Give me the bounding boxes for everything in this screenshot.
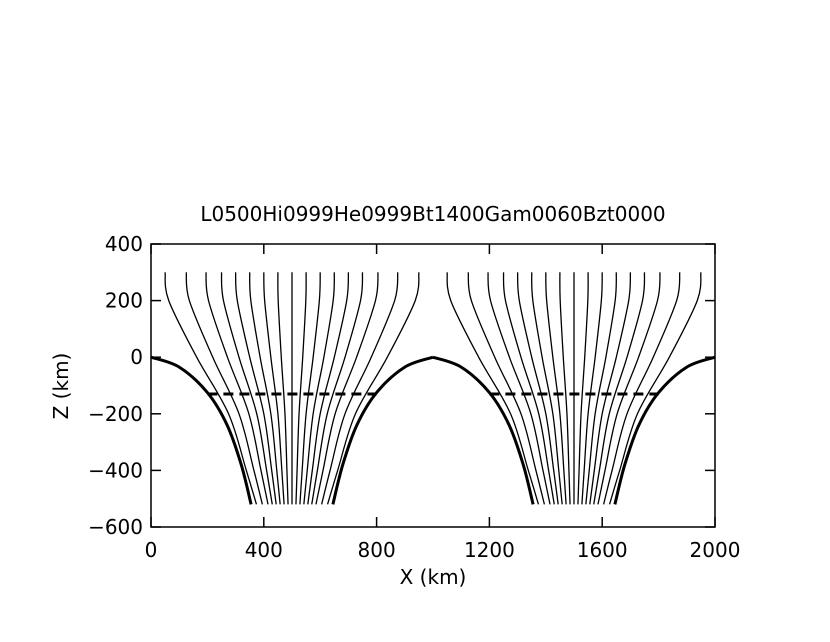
y-tick-label: 400 [105, 232, 143, 256]
x-tick-label: 0 [145, 538, 158, 562]
plot-frame [150, 243, 716, 528]
field-line [531, 272, 563, 505]
field-line [467, 272, 546, 505]
field-line [502, 272, 555, 505]
field-line [249, 272, 281, 505]
y-tick-label: 0 [130, 345, 143, 369]
field-line [315, 272, 379, 505]
field-line [307, 272, 350, 505]
field-line [277, 272, 289, 505]
field-line [516, 272, 559, 505]
field-line [331, 355, 434, 505]
field-line [581, 272, 603, 505]
field-line [299, 272, 321, 505]
field-line [326, 272, 420, 505]
x-tick-label: 1200 [464, 538, 515, 562]
field-line [589, 272, 632, 505]
field-line [234, 272, 277, 505]
y-tick-label: −400 [88, 458, 143, 482]
x-axis-label: X (km) [400, 565, 467, 589]
field-line [150, 355, 253, 505]
x-tick-label: 2000 [690, 538, 741, 562]
field-line [577, 272, 589, 505]
x-tick-label: 1600 [577, 538, 628, 562]
field-line [205, 272, 269, 505]
field-line [545, 272, 567, 505]
x-tick-label: 400 [245, 538, 283, 562]
x-tick-label: 800 [358, 538, 396, 562]
field-line [597, 272, 661, 505]
y-tick-label: −200 [88, 402, 143, 426]
field-line [263, 272, 285, 505]
field-line [613, 355, 716, 505]
chart-title: L0500Hi0999He0999Bt1400Gam0060Bzt0000 [200, 202, 665, 226]
field-line [295, 272, 307, 505]
field-line [446, 272, 540, 505]
field-line [320, 272, 399, 505]
field-line [585, 272, 617, 505]
field-line [220, 272, 273, 505]
field-line [185, 272, 264, 505]
field-line [303, 272, 335, 505]
field-line [487, 272, 551, 505]
y-tick-label: 200 [105, 289, 143, 313]
field-line [311, 272, 364, 505]
field-line [432, 355, 535, 505]
y-tick-label: −600 [88, 515, 143, 539]
y-axis-label: Z (km) [49, 353, 73, 420]
field-line [164, 272, 258, 505]
field-line [593, 272, 646, 505]
field-line [602, 272, 681, 505]
field-line [608, 272, 702, 505]
field-line [559, 272, 571, 505]
